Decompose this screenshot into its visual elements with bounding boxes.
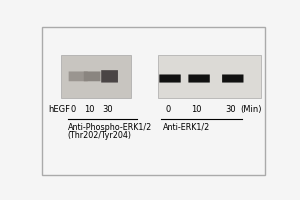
FancyBboxPatch shape	[188, 74, 210, 83]
Text: (Min): (Min)	[241, 105, 262, 114]
Text: (Thr202/Tyr204): (Thr202/Tyr204)	[68, 131, 132, 140]
FancyBboxPatch shape	[69, 71, 88, 81]
FancyBboxPatch shape	[222, 74, 244, 83]
Bar	[61, 55, 130, 98]
Text: 0: 0	[165, 105, 170, 114]
FancyBboxPatch shape	[159, 74, 181, 83]
Text: 0: 0	[71, 105, 76, 114]
Bar	[158, 55, 261, 98]
Text: Anti-Phospho-ERK1/2: Anti-Phospho-ERK1/2	[68, 123, 152, 132]
Text: 30: 30	[102, 105, 112, 114]
Text: Anti-ERK1/2: Anti-ERK1/2	[163, 123, 210, 132]
FancyBboxPatch shape	[84, 71, 100, 81]
Text: hEGF: hEGF	[49, 105, 71, 114]
Text: 30: 30	[225, 105, 236, 114]
FancyBboxPatch shape	[101, 70, 118, 83]
FancyBboxPatch shape	[42, 27, 266, 175]
Text: 10: 10	[84, 105, 94, 114]
Text: 10: 10	[191, 105, 202, 114]
